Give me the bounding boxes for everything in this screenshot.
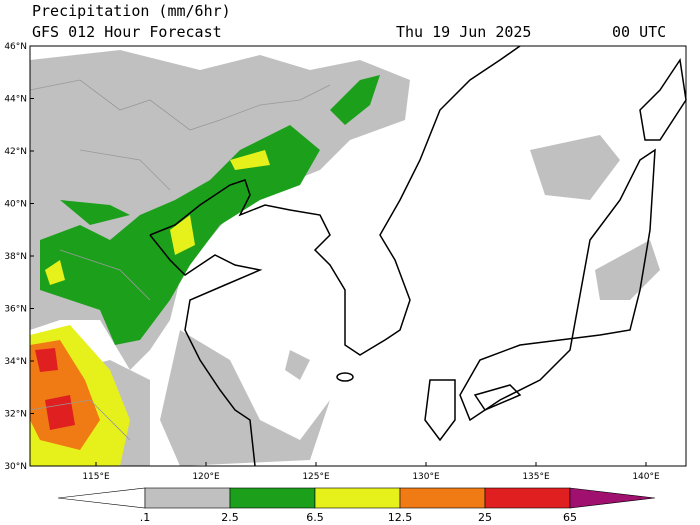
lat-label: 46°N [4, 42, 27, 52]
colorbar-label: 12.5 [388, 511, 413, 524]
lat-label: 38°N [4, 252, 27, 262]
lon-label: 135°E [522, 472, 550, 482]
colorbar-label: 2.5 [221, 511, 239, 524]
borders [29, 79, 331, 441]
lon-label: 115°E [82, 472, 110, 482]
lon-label: 125°E [302, 472, 330, 482]
lat-label: 44°N [4, 95, 27, 105]
map [29, 45, 687, 467]
lat-label: 40°N [4, 200, 27, 210]
lon-label: 140°E [632, 472, 660, 482]
lon-label: 120°E [192, 472, 220, 482]
lat-label: 30°N [4, 462, 27, 472]
lat-label: 34°N [4, 357, 27, 367]
subtitle: GFS 012 Hour Forecast [32, 23, 222, 41]
colorbar [57, 487, 656, 509]
lat-label: 32°N [4, 410, 27, 420]
lon-label: 130°E [412, 472, 440, 482]
colorbar-label: 65 [563, 511, 577, 524]
colorbar-label: 25 [478, 511, 492, 524]
time: 00 UTC [612, 23, 666, 41]
coastlines [149, 45, 687, 467]
colorbar-label: .1 [140, 511, 151, 524]
lat-label: 36°N [4, 305, 27, 315]
date: Thu 19 Jun 2025 [396, 23, 531, 41]
colorbar-label: 6.5 [306, 511, 324, 524]
title: Precipitation (mm/6hr) [32, 2, 231, 20]
lat-label: 42°N [4, 147, 27, 157]
